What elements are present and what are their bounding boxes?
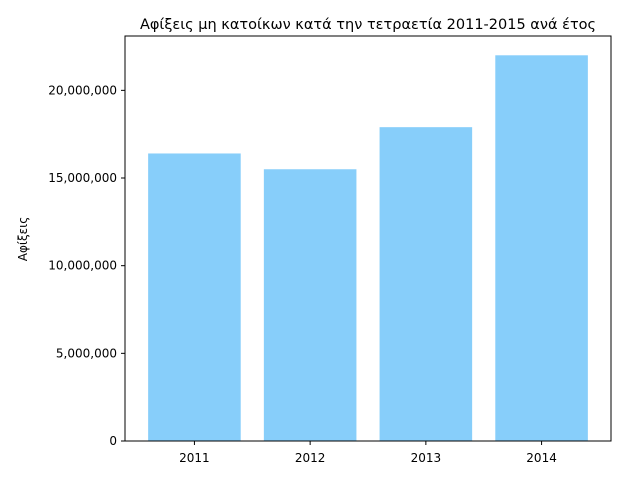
x-tick-label-2011: 2011 bbox=[179, 451, 210, 465]
x-tick-label-2012: 2012 bbox=[295, 451, 326, 465]
y-tick-label-2: 10,000,000 bbox=[48, 259, 117, 273]
y-axis-label: Αφίξεις bbox=[16, 217, 30, 261]
x-tick-label-2013: 2013 bbox=[411, 451, 442, 465]
y-axis-ticks: 0 5,000,000 10,000,000 15,000,000 20,000,000 bbox=[48, 83, 125, 448]
plot-frame bbox=[124, 35, 612, 442]
bar-2014 bbox=[495, 55, 588, 441]
y-tick-label-0: 0 bbox=[109, 434, 117, 448]
bar-2012 bbox=[263, 169, 357, 441]
y-tick-label-1: 5,000,000 bbox=[56, 346, 117, 360]
bars-group bbox=[148, 55, 588, 442]
y-tick-label-3: 15,000,000 bbox=[48, 171, 117, 185]
y-tick-label-4: 20,000,000 bbox=[48, 83, 117, 97]
chart-title: Αφίξεις μη κατοίκων κατά την τετραετία 2… bbox=[140, 17, 596, 33]
bar-2013 bbox=[379, 127, 473, 442]
x-tick-label-2014: 2014 bbox=[526, 451, 557, 465]
bar-2011 bbox=[148, 153, 241, 441]
x-axis-ticks: 2011 2012 2013 2014 bbox=[179, 441, 557, 465]
